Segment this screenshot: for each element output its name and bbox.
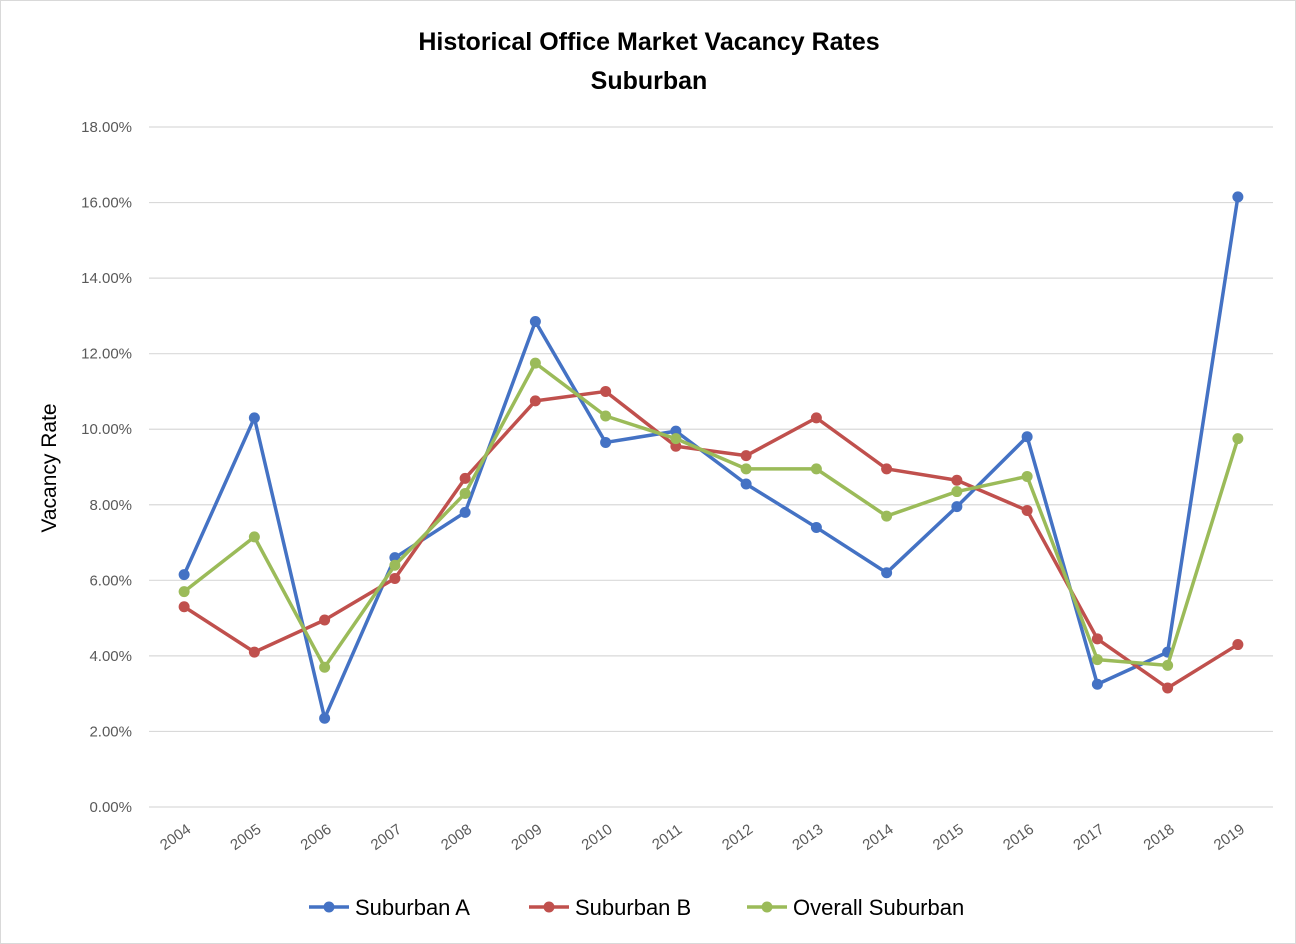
y-tick-label: 12.00% — [81, 346, 132, 363]
data-point — [881, 463, 893, 475]
x-tick-label: 2007 — [368, 821, 405, 854]
y-tick-label: 10.00% — [81, 421, 132, 438]
data-point — [1232, 191, 1244, 203]
data-point — [1091, 678, 1103, 690]
legend-item: Suburban A — [309, 895, 470, 920]
data-point — [881, 567, 893, 579]
data-point — [178, 601, 190, 613]
data-point — [178, 586, 190, 598]
x-tick-label: 2013 — [789, 821, 826, 854]
y-tick-label: 18.00% — [81, 119, 132, 136]
data-point — [389, 559, 401, 571]
x-tick-label: 2015 — [930, 821, 967, 854]
data-point — [319, 614, 331, 626]
data-point — [740, 450, 752, 462]
y-tick-label: 0.00% — [89, 799, 132, 816]
legend-marker — [323, 901, 335, 913]
data-point — [248, 531, 260, 543]
legend-label: Suburban B — [575, 895, 691, 920]
data-point — [319, 712, 331, 724]
y-axis-label: Vacancy Rate — [38, 403, 61, 532]
data-series — [178, 191, 1244, 724]
data-point — [810, 521, 822, 533]
x-tick-label: 2017 — [1070, 821, 1107, 854]
data-point — [529, 316, 541, 328]
x-axis-ticks: 2004 2005 2006 2007 2008 2009 2010 2011 2012 2013… — [157, 821, 1248, 854]
data-point — [1232, 639, 1244, 651]
data-point — [740, 463, 752, 475]
data-point — [951, 474, 963, 486]
x-tick-label: 2004 — [157, 821, 194, 854]
data-point — [319, 661, 331, 673]
data-point — [600, 436, 612, 448]
data-point — [389, 572, 401, 584]
data-point — [459, 506, 471, 518]
series-suburban-a — [178, 191, 1244, 724]
data-point — [1162, 659, 1174, 671]
data-point — [1021, 470, 1033, 482]
data-point — [881, 510, 893, 522]
data-point — [670, 433, 682, 445]
legend-item: Overall Suburban — [747, 895, 964, 920]
data-point — [600, 410, 612, 422]
y-tick-label: 8.00% — [89, 497, 132, 514]
x-tick-label: 2019 — [1211, 821, 1248, 854]
series-line — [183, 389, 1239, 690]
y-tick-label: 2.00% — [89, 723, 132, 740]
legend: Suburban A Suburban B Overall Suburban — [309, 895, 964, 920]
x-tick-label: 2009 — [508, 821, 545, 854]
y-tick-label: 4.00% — [89, 648, 132, 665]
data-point — [248, 646, 260, 658]
x-tick-label: 2005 — [227, 821, 264, 854]
x-tick-label: 2011 — [649, 821, 685, 853]
x-tick-label: 2008 — [438, 821, 475, 854]
series-line — [182, 196, 1240, 720]
series-line — [183, 361, 1240, 669]
data-point — [951, 486, 963, 498]
data-point — [459, 472, 471, 484]
gridlines — [149, 126, 1273, 808]
x-tick-label: 2010 — [578, 821, 615, 854]
data-point — [951, 501, 963, 513]
data-point — [1021, 431, 1033, 443]
data-point — [670, 425, 682, 437]
data-point — [1232, 433, 1244, 445]
data-point — [1091, 654, 1103, 666]
y-axis-ticks: 0.00% 2.00% 4.00% 6.00% 8.00% 10.00% 12.00% 14.… — [81, 119, 132, 816]
x-tick-label: 2012 — [719, 821, 756, 854]
chart-subtitle: Suburban — [591, 67, 708, 95]
y-tick-label: 6.00% — [89, 572, 132, 589]
data-point — [600, 385, 612, 397]
data-point — [529, 357, 541, 369]
x-tick-label: 2016 — [1000, 821, 1037, 854]
data-point — [459, 487, 471, 499]
legend-label: Suburban A — [355, 895, 470, 920]
x-tick-label: 2014 — [859, 821, 896, 854]
data-point — [670, 440, 682, 452]
data-point — [1162, 682, 1174, 694]
legend-marker — [543, 901, 555, 913]
y-tick-label: 14.00% — [81, 270, 132, 287]
data-point — [740, 478, 752, 490]
legend-marker — [761, 901, 773, 913]
series-overall-suburban — [178, 357, 1244, 673]
chart-title: Historical Office Market Vacancy Rates — [418, 28, 879, 56]
series-suburban-b — [178, 385, 1244, 694]
data-point — [529, 395, 541, 407]
x-tick-label: 2006 — [297, 821, 334, 854]
data-point — [178, 569, 190, 581]
legend-item: Suburban B — [529, 895, 691, 920]
y-tick-label: 16.00% — [81, 195, 132, 212]
data-point — [810, 412, 822, 424]
legend-label: Overall Suburban — [793, 895, 964, 920]
data-point — [1021, 504, 1033, 516]
data-point — [810, 463, 822, 475]
x-tick-label: 2018 — [1140, 821, 1177, 854]
data-point — [248, 412, 260, 424]
data-point — [1091, 633, 1103, 645]
